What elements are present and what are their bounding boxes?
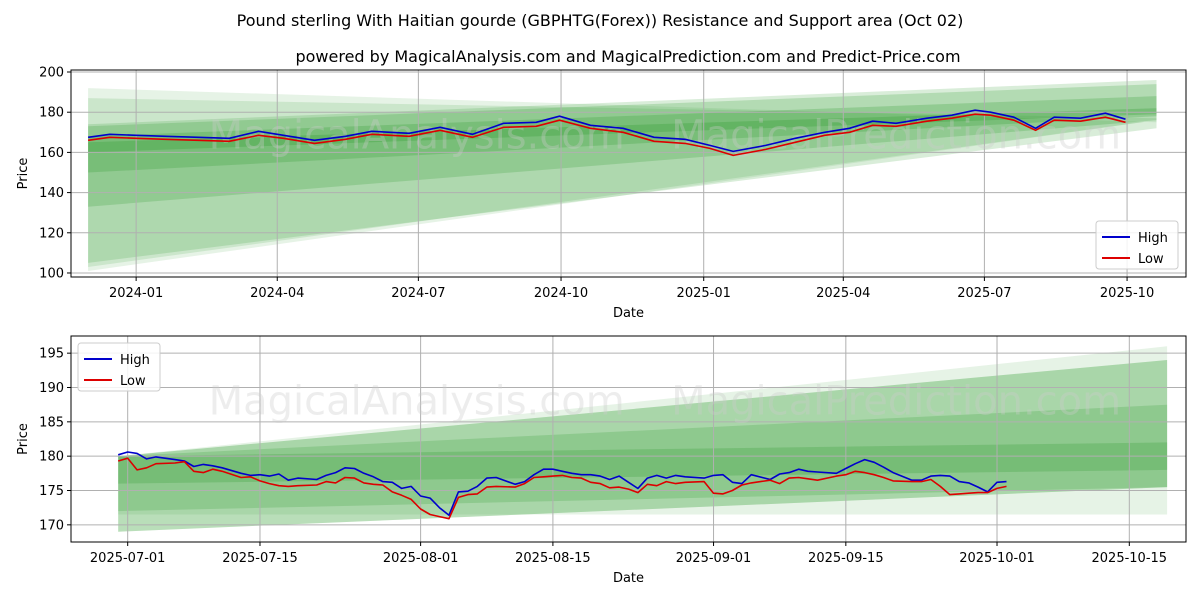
x-axis-label: Date xyxy=(613,571,644,586)
series-line-high xyxy=(87,109,1126,153)
legend: High Low xyxy=(77,342,161,392)
series-line-low xyxy=(87,113,1126,157)
x-tick-label: 2025-07 xyxy=(957,286,1011,301)
x-tick-label: 2024-01 xyxy=(109,286,163,301)
series-line-low xyxy=(117,457,1007,520)
support-resistance-band-3 xyxy=(118,360,1168,532)
support-resistance-band-4 xyxy=(88,84,1157,207)
x-tick-label: 2025-08-15 xyxy=(515,551,591,566)
y-tick-label: 190 xyxy=(39,381,64,396)
x-tick-label: 2025-09-01 xyxy=(676,551,752,566)
watermark-text: MagicalPrediction.com xyxy=(671,113,1121,159)
legend-label-high: High xyxy=(120,353,150,368)
y-axis-label: Price xyxy=(16,423,31,455)
x-tick-label: 2024-10 xyxy=(534,286,588,301)
x-tick-label: 2025-10-01 xyxy=(959,551,1035,566)
x-tick-label: 2025-10 xyxy=(1100,286,1154,301)
y-tick-label: 180 xyxy=(39,450,64,465)
legend-label-low: Low xyxy=(1138,252,1164,267)
support-resistance-band-1 xyxy=(118,346,1168,515)
top-panel: MagicalAnalysis.com MagicalPrediction.com… xyxy=(16,66,1187,321)
x-tick-label: 2025-10-15 xyxy=(1092,551,1168,566)
x-axis-label: Date xyxy=(613,306,644,321)
x-tick-label: 2025-01 xyxy=(677,286,731,301)
y-tick-label: 180 xyxy=(39,106,64,121)
plot-area: MagicalAnalysis.com MagicalPrediction.com xyxy=(71,336,1186,542)
x-tick-label: 2025-09-15 xyxy=(808,551,884,566)
y-tick-label: 185 xyxy=(39,415,64,430)
y-axis-label: Price xyxy=(16,158,31,190)
x-tick-label: 2025-07-01 xyxy=(90,551,166,566)
legend-label-high: High xyxy=(1138,231,1168,246)
x-tick-label: 2025-07-15 xyxy=(222,551,298,566)
support-resistance-band-6 xyxy=(88,108,1157,153)
x-tick-label: 2024-04 xyxy=(250,286,304,301)
legend-label-low: Low xyxy=(120,374,146,389)
watermark-text: MagicalPrediction.com xyxy=(671,378,1121,424)
y-tick-label: 160 xyxy=(39,146,64,161)
support-resistance-band-5 xyxy=(118,442,1168,484)
plot-frame xyxy=(70,69,1187,278)
series-line-high xyxy=(117,451,1007,516)
chart-subtitle: powered by MagicalAnalysis.com and Magic… xyxy=(295,47,960,66)
x-tick-label: 2025-08-01 xyxy=(383,551,459,566)
x-tick-label: 2024-07 xyxy=(391,286,445,301)
support-resistance-band-2 xyxy=(118,360,1168,532)
plot-frame xyxy=(70,335,1187,543)
y-tick-label: 200 xyxy=(39,66,64,81)
plot-area: MagicalAnalysis.com MagicalPrediction.com xyxy=(71,70,1186,277)
support-resistance-band-2 xyxy=(88,98,1157,267)
y-tick-label: 175 xyxy=(39,484,64,499)
chart-title: Pound sterling With Haitian gourde (GBPH… xyxy=(237,11,964,30)
watermark-text: MagicalAnalysis.com xyxy=(209,378,625,424)
legend: High Low xyxy=(1095,220,1179,270)
y-tick-label: 170 xyxy=(39,518,64,533)
y-tick-label: 195 xyxy=(39,347,64,362)
watermark-text: MagicalAnalysis.com xyxy=(209,113,625,159)
y-tick-label: 140 xyxy=(39,186,64,201)
y-tick-label: 100 xyxy=(39,266,64,281)
x-tick-label: 2025-04 xyxy=(816,286,870,301)
support-resistance-band-5 xyxy=(88,96,1157,173)
y-tick-label: 120 xyxy=(39,226,64,241)
bottom-panel: MagicalAnalysis.com MagicalPrediction.com… xyxy=(16,335,1187,586)
